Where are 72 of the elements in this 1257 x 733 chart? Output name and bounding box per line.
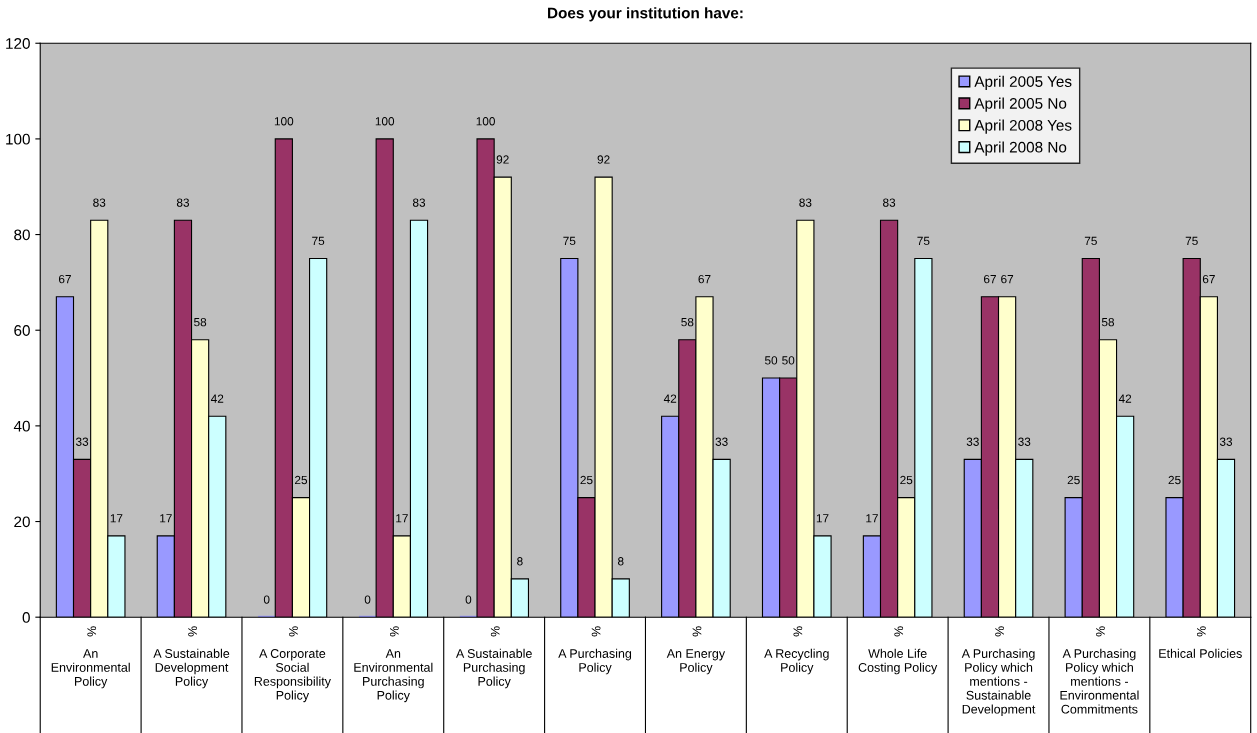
- y-tick-label: 60: [14, 325, 30, 336]
- data-label: 83: [799, 198, 812, 207]
- data-label: 67: [58, 274, 71, 284]
- data-label: 25: [900, 475, 913, 485]
- data-label: 33: [1018, 437, 1031, 446]
- legend-label: April 2008 No: [974, 141, 1067, 156]
- data-label: 25: [1168, 475, 1181, 485]
- x-tick-label: % An Environmental Purchasing Policy: [354, 626, 433, 703]
- data-label: 33: [1219, 437, 1233, 446]
- data-label: 33: [715, 437, 728, 446]
- x-tick-label: % A Purchasing Policy which mentions - Environmental Commitments: [1060, 626, 1139, 714]
- y-tick-label: 40: [13, 420, 30, 432]
- data-label: 83: [93, 198, 106, 207]
- legend-label: April 2005 Yes: [974, 75, 1072, 90]
- y-tick-label: 0: [22, 612, 30, 623]
- data-label: 25: [295, 475, 308, 485]
- data-label: 67: [983, 274, 996, 284]
- y-tick-label: 80: [14, 229, 30, 241]
- data-label: 58: [681, 317, 694, 327]
- data-label: 75: [563, 236, 576, 246]
- data-label: 0: [364, 595, 371, 604]
- data-label: 83: [883, 198, 896, 207]
- y-tick-label: 100: [6, 133, 30, 145]
- data-label: 75: [1084, 236, 1097, 246]
- data-label: 33: [966, 437, 979, 446]
- data-label: 75: [312, 236, 325, 246]
- data-label: 67: [698, 274, 711, 284]
- x-tick-label: % An Environmental Policy: [51, 626, 130, 689]
- data-label: 8: [517, 557, 523, 566]
- x-tick-label: % Whole Life Costing Policy: [858, 626, 938, 675]
- data-label: 25: [580, 475, 593, 485]
- data-label: 50: [782, 356, 795, 365]
- x-tick-label: % A Recycling Policy: [764, 626, 829, 675]
- data-label: 25: [1067, 475, 1080, 485]
- data-label: 100: [476, 117, 495, 126]
- data-label: 83: [176, 198, 190, 207]
- x-tick-label: % A Purchasing Policy which mentions - Sustainable Development: [961, 626, 1036, 717]
- x-tick-label: % A Sustainable Purchasing Policy: [455, 626, 532, 689]
- data-label: 58: [1101, 317, 1115, 327]
- data-label: 8: [617, 557, 624, 566]
- data-label: 67: [1001, 274, 1014, 284]
- x-tick-label: % A Purchasing Policy: [558, 626, 632, 675]
- data-label: 58: [194, 317, 207, 327]
- data-label: 100: [274, 117, 294, 126]
- data-label: 33: [75, 437, 89, 446]
- data-label: 92: [597, 155, 610, 164]
- x-tick-label: % A Sustainable Development Policy: [153, 626, 230, 689]
- data-label: 17: [396, 514, 408, 523]
- data-label: 75: [917, 236, 930, 246]
- data-label: 42: [1118, 394, 1132, 403]
- x-tick-label: % A Corporate Social Responsibility Policy: [254, 626, 331, 703]
- data-label: 42: [210, 394, 224, 403]
- data-label: 67: [1202, 274, 1215, 284]
- data-label: 0: [263, 595, 270, 604]
- data-label: 17: [110, 514, 123, 523]
- legend-label: April 2005 No: [974, 97, 1067, 112]
- legend-label: April 2008 Yes: [974, 119, 1072, 134]
- data-label: 100: [375, 117, 395, 126]
- data-label: 17: [866, 514, 878, 523]
- data-label: 75: [1185, 236, 1198, 246]
- chart-title: Does your institution have:: [548, 7, 743, 22]
- x-tick-label: % Ethical Policies: [1159, 626, 1242, 658]
- y-tick-label: 120: [6, 38, 30, 49]
- y-tick-label: 20: [14, 516, 30, 528]
- data-label: 17: [160, 514, 172, 523]
- data-label: 83: [412, 198, 426, 207]
- data-label: 92: [496, 155, 509, 164]
- data-label: 50: [764, 356, 778, 365]
- data-label: 0: [465, 595, 472, 604]
- data-label: 42: [663, 394, 677, 403]
- data-label: 17: [816, 514, 829, 523]
- x-tick-label: % An Energy Policy: [666, 626, 726, 675]
